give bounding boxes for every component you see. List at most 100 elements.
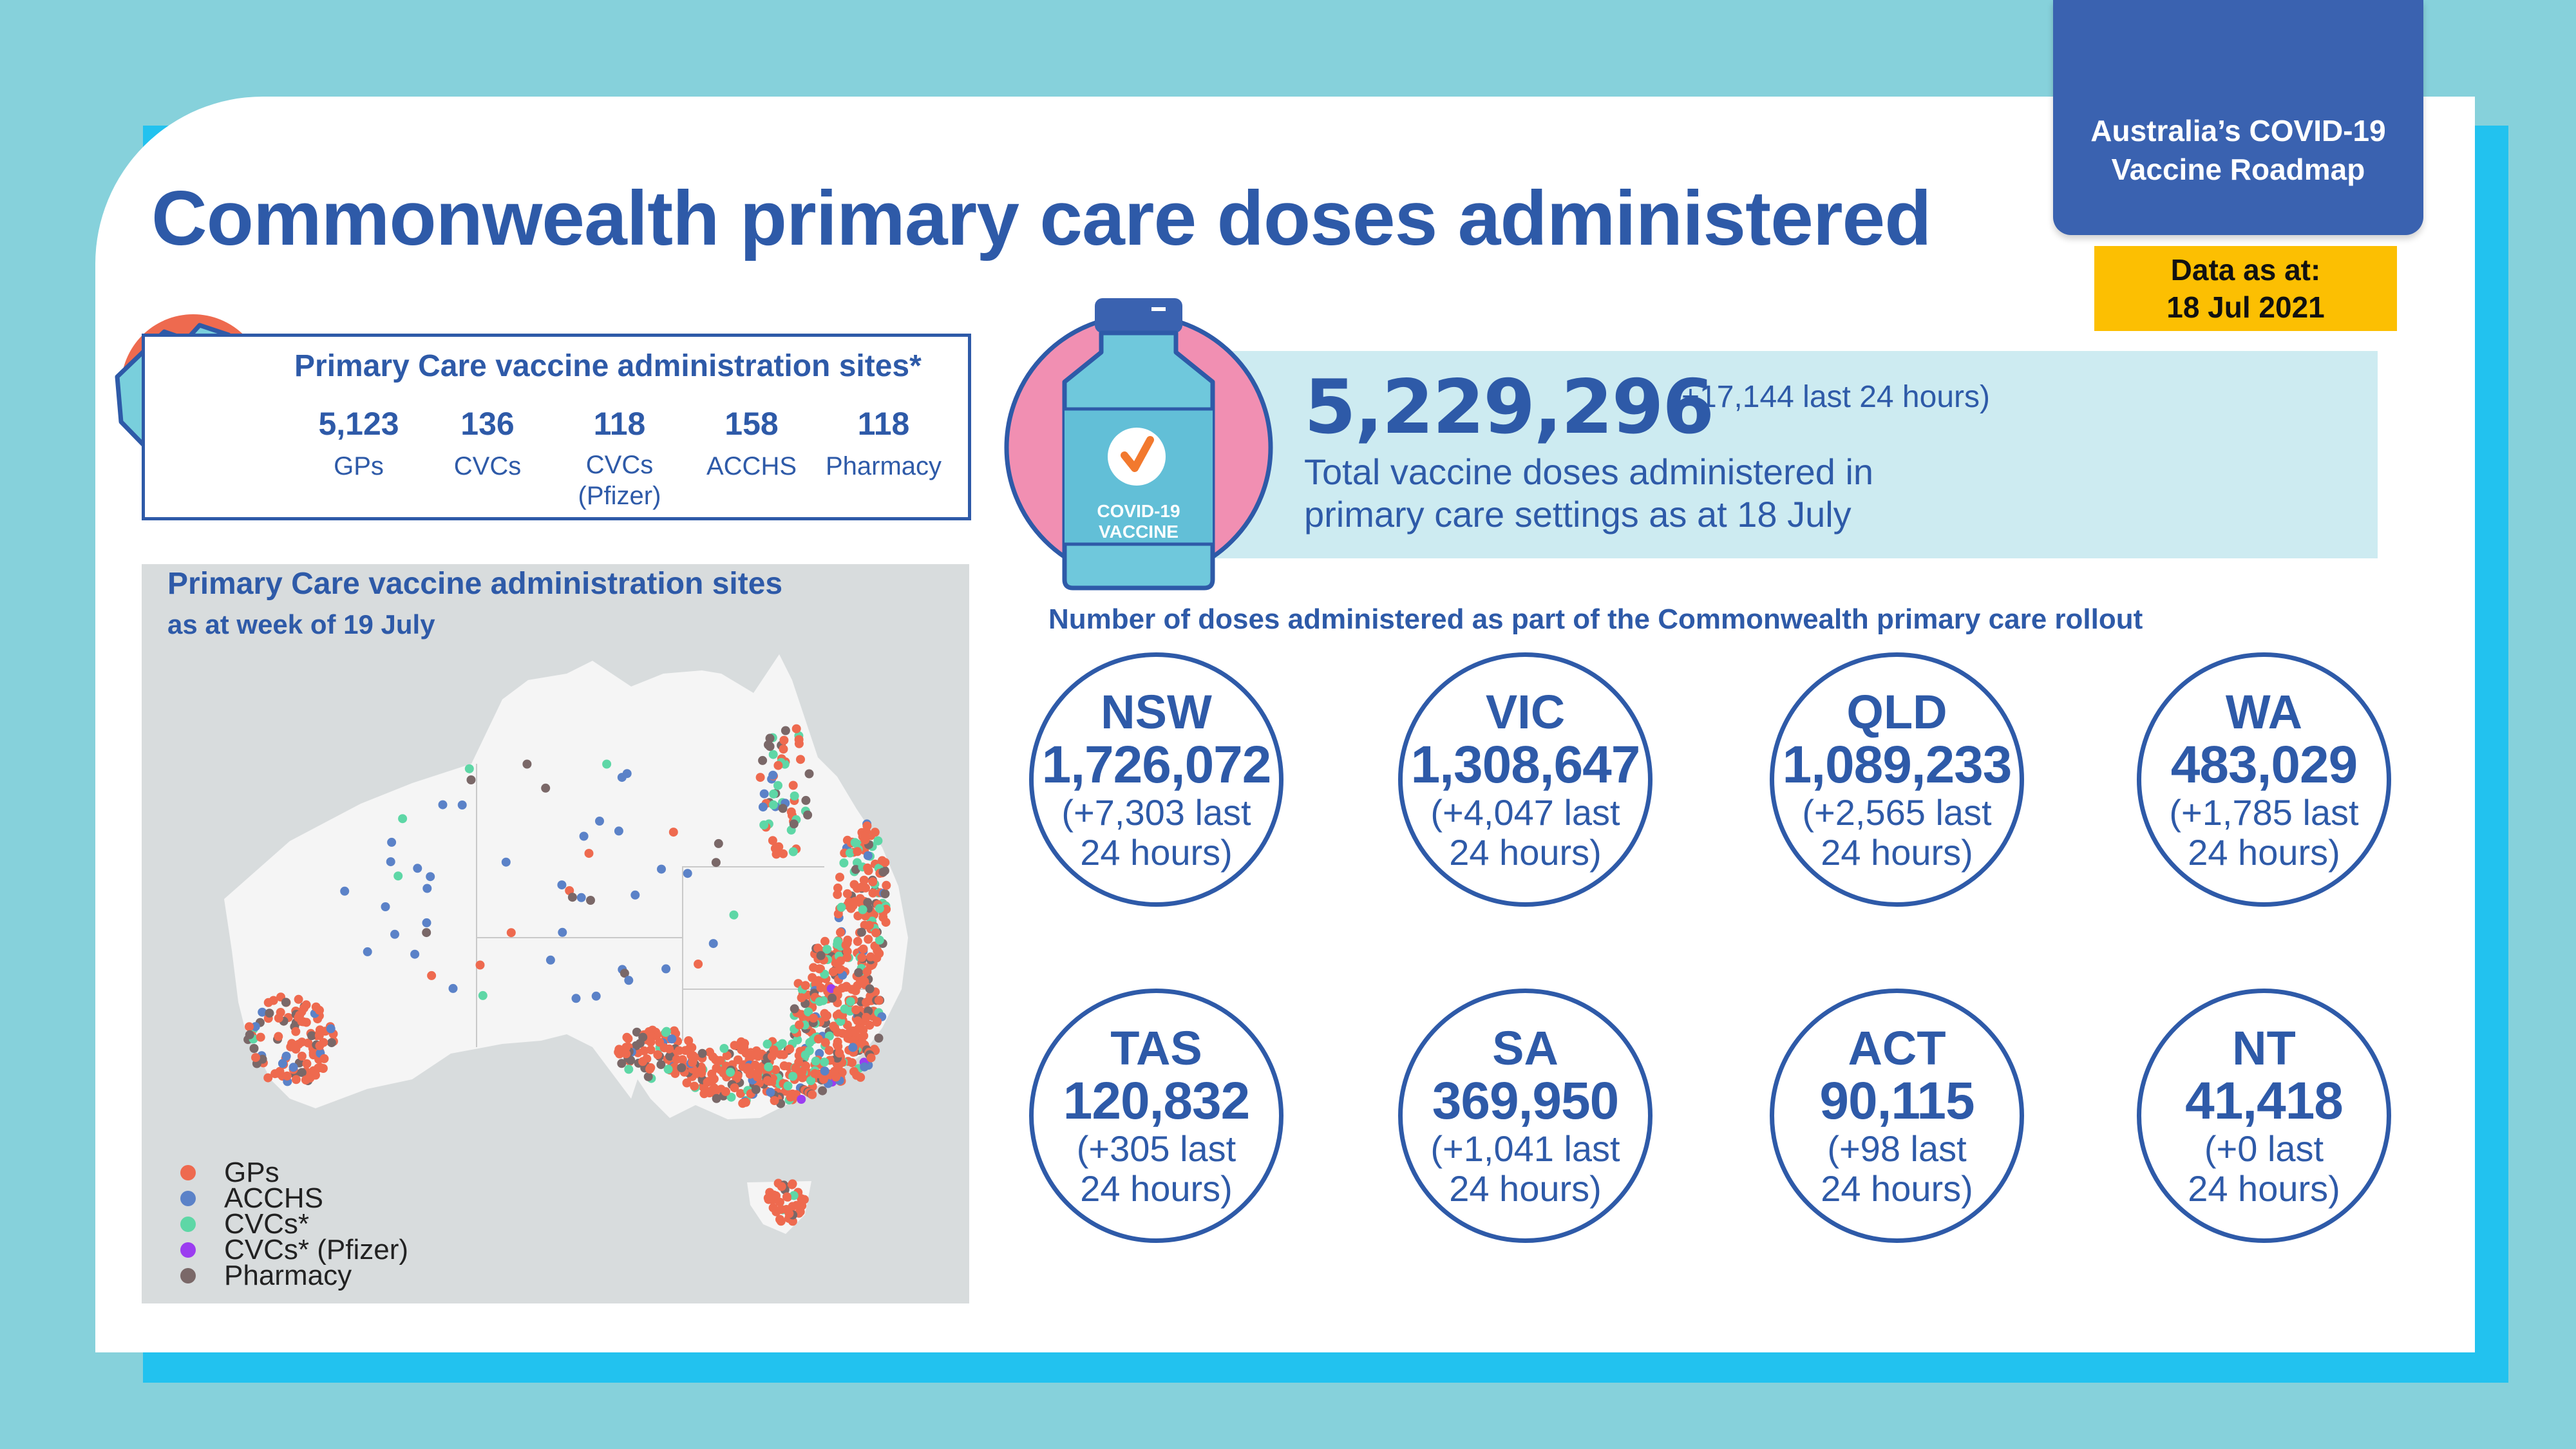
site-dot <box>880 889 890 898</box>
site-dot <box>733 1071 743 1081</box>
site-dot <box>340 886 350 896</box>
site-dot <box>864 934 873 944</box>
site-dot <box>327 1038 336 1048</box>
cvcs-dot-icon <box>180 1217 196 1232</box>
state-borders <box>476 764 876 1047</box>
site-dot <box>748 1050 758 1060</box>
site-dot <box>769 789 779 799</box>
site-dot <box>263 1073 273 1083</box>
site-dot <box>734 1055 743 1065</box>
state-value: 369,950 <box>1432 1071 1619 1130</box>
site-dot <box>758 755 768 765</box>
site-dot <box>775 1215 784 1224</box>
site-dot <box>860 1062 869 1072</box>
site-dot <box>638 1032 648 1042</box>
site-dot <box>837 902 846 912</box>
site-dot <box>251 1022 260 1032</box>
site-dot <box>314 1063 323 1073</box>
site-dot <box>833 1040 842 1050</box>
site-dot <box>668 828 678 837</box>
site-dot <box>281 1052 291 1061</box>
site-dot <box>579 831 589 841</box>
site-dot <box>788 1072 798 1081</box>
site-dot <box>709 1074 719 1084</box>
site-dot <box>808 1090 817 1099</box>
site-dot <box>791 724 801 734</box>
total-doses-description: Total vaccine doses administered in prim… <box>1304 451 1873 536</box>
site-dot <box>785 1045 795 1054</box>
state-value: 90,115 <box>1819 1071 1975 1130</box>
legend-item-acchs: ACCHS <box>180 1182 408 1214</box>
site-dot <box>506 928 516 938</box>
site-dot <box>697 1068 706 1078</box>
vaccine-vial-icon: COVID-19 VACCINE <box>1004 298 1273 591</box>
total-desc-line-1: Total vaccine doses administered in <box>1304 451 1874 492</box>
site-dot <box>800 981 810 990</box>
site-dot <box>672 1055 681 1065</box>
site-dot <box>457 800 467 810</box>
legend-label: GPs <box>224 1157 279 1188</box>
site-stat-label: GPs <box>334 452 384 480</box>
site-dot <box>656 1060 666 1070</box>
site-dot <box>762 1039 772 1049</box>
site-dot <box>381 902 390 911</box>
state-delta-line-1: (+1,041 last <box>1430 1128 1620 1169</box>
site-dot <box>639 1046 649 1056</box>
site-dot <box>786 1092 795 1102</box>
site-dot <box>803 810 813 820</box>
site-stat-label: Pharmacy <box>825 452 942 480</box>
site-dot <box>522 759 532 769</box>
site-dot <box>772 1191 781 1200</box>
legend-label: CVCs* (Pfizer) <box>224 1234 409 1265</box>
roadmap-ribbon: Australia’s COVID-19 Vaccine Roadmap <box>2053 0 2423 235</box>
state-delta-line-2: 24 hours) <box>1449 831 1602 873</box>
site-dot <box>782 1192 791 1202</box>
site-dot <box>766 1088 775 1097</box>
legend-label: ACCHS <box>224 1182 324 1214</box>
site-dot <box>591 991 601 1001</box>
site-dot <box>815 997 824 1007</box>
site-dot <box>501 857 511 867</box>
site-stat-label: CVCs (Pfizer) <box>555 450 684 511</box>
site-dot <box>791 1063 800 1073</box>
site-dot <box>858 944 868 954</box>
site-dot <box>638 1057 648 1066</box>
site-dot <box>759 820 769 829</box>
site-dot <box>779 744 788 754</box>
site-dot <box>282 1071 292 1081</box>
site-dot <box>842 952 852 962</box>
site-dot <box>816 983 826 992</box>
site-dot <box>842 1020 852 1030</box>
site-dot <box>779 849 788 858</box>
site-dot <box>875 935 884 945</box>
site-dot <box>862 821 872 831</box>
site-dot <box>848 1058 857 1068</box>
site-dot <box>659 1043 669 1052</box>
state-delta-line-1: (+1,785 last <box>2169 791 2359 833</box>
site-dot <box>828 993 837 1003</box>
site-dot <box>815 964 824 974</box>
site-dot <box>663 1065 673 1074</box>
site-dot <box>866 1053 876 1063</box>
site-dot <box>851 865 860 875</box>
site-dot <box>736 1089 745 1098</box>
legend-item-gps: GPs <box>180 1157 408 1188</box>
state-delta-line-2: 24 hours) <box>1821 1168 1973 1209</box>
site-dot <box>662 1027 671 1036</box>
site-dot <box>840 1004 849 1014</box>
state-circle-nt: NT 41,418 (+0 last 24 hours) <box>2137 989 2391 1243</box>
site-dot <box>438 800 448 810</box>
site-dot <box>768 800 778 810</box>
site-dot <box>764 1062 773 1072</box>
site-dot <box>813 1034 823 1044</box>
site-dot <box>799 1195 809 1204</box>
site-dot <box>657 864 666 874</box>
state-name: WA <box>2225 685 2303 739</box>
site-stat-pharmacy: 118 Pharmacy <box>819 404 948 483</box>
legend-label: CVCs* <box>224 1208 310 1240</box>
site-stat-cvcs: 136 CVCs <box>423 404 552 483</box>
site-dot <box>303 1038 313 1048</box>
site-dot <box>764 1195 773 1204</box>
site-dot <box>632 1027 641 1037</box>
site-dot <box>688 1057 697 1067</box>
